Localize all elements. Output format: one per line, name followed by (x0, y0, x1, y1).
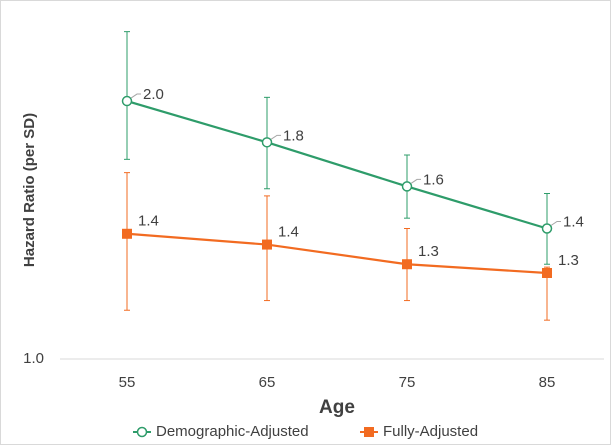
data-label: 1.6 (423, 171, 444, 188)
marker (136, 426, 148, 438)
y-tick-label: 1.0 (23, 350, 44, 367)
marker (364, 427, 374, 437)
label-leader (410, 178, 421, 184)
data-label: 1.4 (138, 213, 159, 230)
marker (122, 228, 132, 239)
label-leader (270, 134, 281, 140)
series-line (126, 232, 548, 275)
data-label: 1.3 (418, 243, 439, 260)
x-tick-label: 75 (399, 374, 416, 391)
marker (542, 267, 552, 278)
marker (401, 181, 413, 192)
y-axis-title: Hazard Ratio (per SD) (21, 113, 38, 267)
data-label: 1.3 (558, 252, 579, 269)
x-tick-label: 55 (119, 374, 136, 391)
x-axis-title: Age (319, 397, 355, 418)
x-tick-label: 65 (259, 374, 276, 391)
x-tick-label: 85 (539, 374, 556, 391)
legend-label: Fully-Adjusted (383, 423, 478, 440)
series-line (126, 99, 548, 230)
marker (121, 95, 133, 107)
legend-label: Demographic-Adjusted (156, 423, 309, 440)
data-label: 1.8 (283, 127, 304, 144)
marker (541, 223, 553, 234)
marker (262, 239, 272, 250)
data-label: 1.4 (563, 213, 584, 230)
label-leader (550, 221, 561, 226)
data-label: 2.0 (143, 86, 164, 103)
marker (261, 137, 273, 148)
label-leader (130, 93, 141, 99)
data-label: 1.4 (278, 224, 299, 241)
marker (402, 259, 412, 270)
